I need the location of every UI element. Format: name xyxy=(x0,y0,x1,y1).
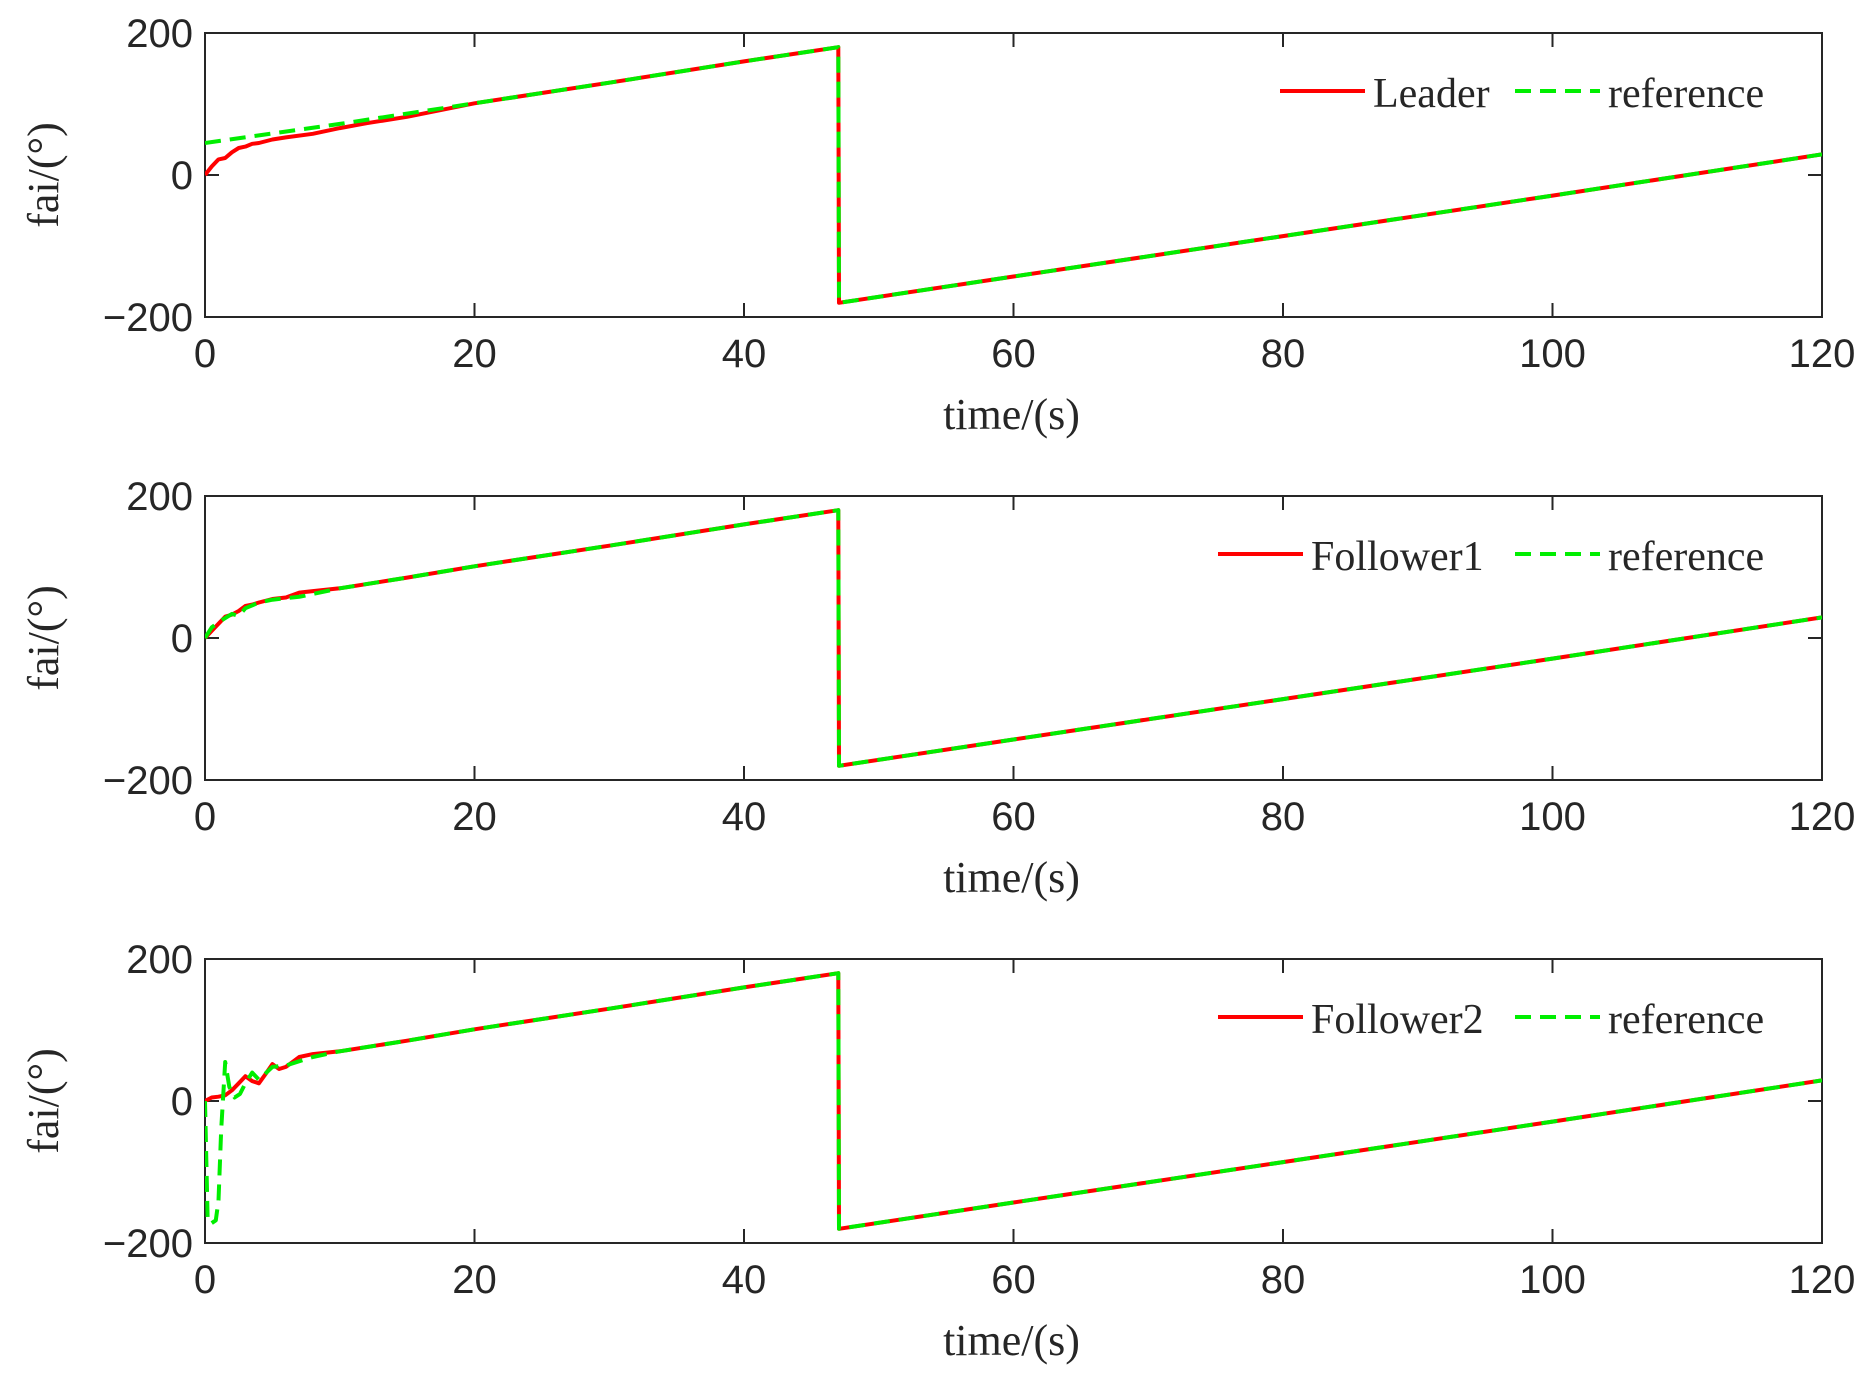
subplot-1: 0 20 40 60 80 100 1202000−200time/(s)fai/(°)Le… xyxy=(19,12,1855,439)
y-tick-label: 0 xyxy=(171,154,193,198)
axes-frame xyxy=(204,958,1823,1244)
x-tick-label: 0 xyxy=(194,332,216,376)
x-tick-label: 120 xyxy=(1789,795,1856,839)
x-axis-label: time/(s) xyxy=(943,390,1080,439)
x-tick-label: 80 xyxy=(1261,332,1306,376)
y-tick-label: 200 xyxy=(126,12,193,56)
y-tick-label: −200 xyxy=(103,759,193,803)
legend-label: reference xyxy=(1608,997,1764,1043)
x-tick-label: 100 xyxy=(1519,1258,1586,1302)
legend-label: Follower2 xyxy=(1311,997,1484,1043)
legend-label: Leader xyxy=(1373,71,1490,117)
x-tick-label: 100 xyxy=(1519,332,1586,376)
legend-label: reference xyxy=(1608,71,1764,117)
y-tick-label: 0 xyxy=(171,617,193,661)
subplot-2: 0 20 40 60 80 100 1202000−200time/(s)fai/(°)Fo… xyxy=(19,475,1855,902)
x-tick-label: 0 xyxy=(194,795,216,839)
subplot-3: 0 20 40 60 80 100 1202000−200time/(s)fai/(°)Fo… xyxy=(19,938,1855,1365)
x-tick-label: 100 xyxy=(1519,795,1586,839)
y-tick-label: 0 xyxy=(171,1080,193,1124)
x-tick-label: 60 xyxy=(991,1258,1036,1302)
y-tick-label: −200 xyxy=(103,296,193,340)
series-line-reference xyxy=(205,45,1822,305)
y-tick-label: 200 xyxy=(126,475,193,519)
legend: Leader reference xyxy=(1280,71,1764,117)
axes-frame xyxy=(204,32,1823,318)
series-line-reference xyxy=(205,508,1822,768)
legend-label: reference xyxy=(1608,534,1764,580)
x-tick-label: 80 xyxy=(1261,795,1306,839)
x-tick-label: 120 xyxy=(1789,1258,1856,1302)
axes-frame xyxy=(204,495,1823,781)
legend-label: Follower1 xyxy=(1311,534,1484,580)
x-axis-label: time/(s) xyxy=(943,1316,1080,1365)
legend: Follower1 reference xyxy=(1218,534,1764,580)
x-tick-label: 60 xyxy=(991,332,1036,376)
x-tick-label: 120 xyxy=(1789,332,1856,376)
x-tick-label: 40 xyxy=(722,332,767,376)
x-tick-label: 40 xyxy=(722,1258,767,1302)
series-line-reference xyxy=(205,971,1822,1231)
x-tick-label: 80 xyxy=(1261,1258,1306,1302)
x-tick-label: 40 xyxy=(722,795,767,839)
y-axis-label: fai/(°) xyxy=(19,122,68,228)
x-tick-label: 20 xyxy=(452,795,497,839)
x-axis-label: time/(s) xyxy=(943,853,1080,902)
x-tick-label: 20 xyxy=(452,1258,497,1302)
x-tick-label: 20 xyxy=(452,332,497,376)
x-tick-label: 60 xyxy=(991,795,1036,839)
legend: Follower2 reference xyxy=(1218,997,1764,1043)
y-axis-label: fai/(°) xyxy=(19,585,68,691)
y-tick-label: 200 xyxy=(126,938,193,982)
y-axis-label: fai/(°) xyxy=(19,1048,68,1154)
x-tick-label: 0 xyxy=(194,1258,216,1302)
y-tick-label: −200 xyxy=(103,1222,193,1266)
